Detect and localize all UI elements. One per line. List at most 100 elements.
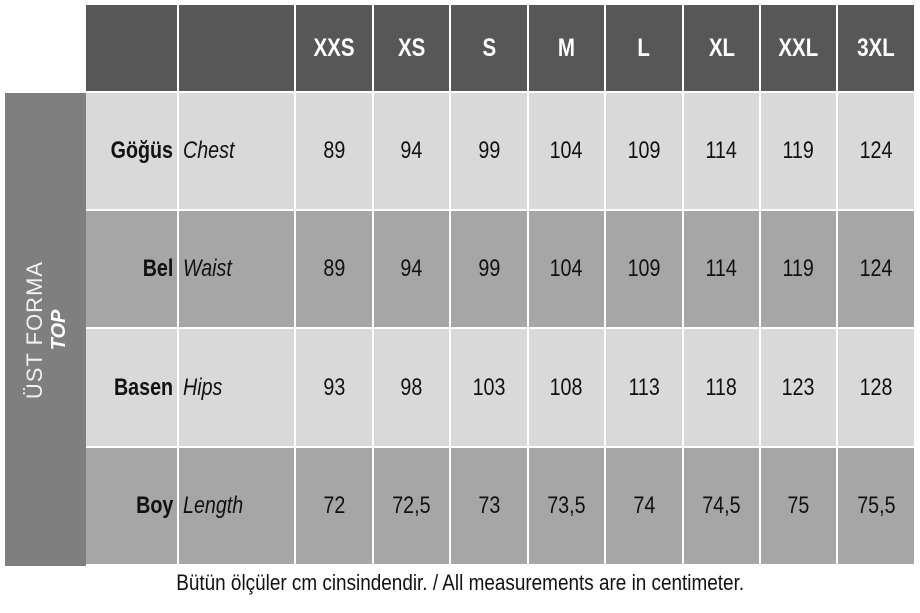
measurement-cell-text: 109 bbox=[627, 137, 661, 164]
row-label-en: Hips bbox=[179, 329, 294, 446]
size-header-s-text: S bbox=[482, 33, 496, 62]
measurement-cell: 124 bbox=[838, 93, 914, 209]
size-header-3xl-text: 3XL bbox=[857, 33, 895, 62]
measurement-cell-text: 103 bbox=[472, 373, 506, 401]
measurement-cell: 119 bbox=[761, 211, 836, 327]
measurement-cell: 114 bbox=[684, 93, 759, 209]
measurement-cell-text: 73,5 bbox=[547, 492, 586, 519]
measurement-cell: 73 bbox=[451, 448, 527, 564]
measurement-cell-text: 89 bbox=[323, 137, 345, 164]
measurement-cell: 94 bbox=[374, 211, 449, 327]
measurement-cell-text: 72,5 bbox=[392, 492, 431, 519]
measurement-cell-text: 109 bbox=[627, 255, 661, 282]
measurement-cell: 128 bbox=[838, 329, 914, 446]
measurement-cell: 72 bbox=[296, 448, 372, 564]
size-header-xxs-text: XXS bbox=[313, 33, 355, 62]
row-label-tr-text: Basen bbox=[113, 373, 173, 401]
measurement-cell: 109 bbox=[606, 211, 682, 327]
measurement-cell-text: 104 bbox=[550, 255, 583, 282]
measurement-cell-text: 114 bbox=[705, 255, 738, 282]
size-header-3xl: 3XL bbox=[838, 5, 914, 91]
measurement-cell-text: 94 bbox=[400, 137, 423, 164]
measurement-cell-text: 108 bbox=[550, 373, 583, 401]
size-header-xs: XS bbox=[374, 5, 449, 91]
measurement-cell: 119 bbox=[761, 93, 836, 209]
size-header-xxs: XXS bbox=[296, 5, 372, 91]
measurement-cell-text: 89 bbox=[323, 255, 345, 282]
size-header-xs-text: XS bbox=[397, 33, 426, 62]
row-label-tr: Basen bbox=[86, 329, 177, 446]
section-label: ÜST FORMA TOP bbox=[5, 93, 86, 566]
row-label-en-text: Hips bbox=[183, 373, 223, 401]
measurement-cell-text: 114 bbox=[705, 137, 738, 164]
measurement-cell-text: 75,5 bbox=[856, 492, 896, 519]
section-label-tr: ÜST FORMA bbox=[21, 260, 47, 399]
size-header-m-text: M bbox=[557, 33, 576, 62]
measurement-cell: 98 bbox=[374, 329, 449, 446]
measurement-cell: 108 bbox=[529, 329, 604, 446]
measurement-cell: 99 bbox=[451, 211, 527, 327]
measurement-cell-text: 94 bbox=[400, 255, 423, 282]
measurement-cell: 99 bbox=[451, 93, 527, 209]
measurement-cell: 75,5 bbox=[838, 448, 914, 564]
measurement-cell-text: 72 bbox=[323, 492, 345, 519]
measurement-cell: 74 bbox=[606, 448, 682, 564]
measurement-cell: 72,5 bbox=[374, 448, 449, 564]
measurement-cell: 104 bbox=[529, 211, 604, 327]
measurement-cell: 123 bbox=[761, 329, 836, 446]
measurement-cell-text: 124 bbox=[859, 137, 893, 164]
header-blank-cell bbox=[86, 5, 177, 91]
measurement-cell-text: 113 bbox=[628, 373, 660, 401]
measurement-cell: 74,5 bbox=[684, 448, 759, 564]
measurement-cell-text: 73 bbox=[478, 492, 500, 519]
measurement-cell-text: 74,5 bbox=[702, 492, 741, 519]
size-header-l: L bbox=[606, 5, 682, 91]
measurement-cell-text: 75 bbox=[787, 492, 810, 519]
row-label-tr-text: Boy bbox=[135, 492, 173, 519]
row-label-en-text: Chest bbox=[183, 137, 235, 164]
section-label-en: TOP bbox=[47, 309, 70, 350]
measurement-cell-text: 124 bbox=[859, 255, 893, 282]
measurement-cell-text: 74 bbox=[633, 492, 655, 519]
size-header-s: S bbox=[451, 5, 527, 91]
measurement-cell-text: 118 bbox=[705, 373, 738, 401]
measurement-cell: 103 bbox=[451, 329, 527, 446]
row-label-en-text: Waist bbox=[183, 255, 232, 282]
measurement-cell: 118 bbox=[684, 329, 759, 446]
measurement-cell: 89 bbox=[296, 93, 372, 209]
measurement-cell: 114 bbox=[684, 211, 759, 327]
footer-note: Bütün ölçüler cm cinsindendir. / All mea… bbox=[176, 570, 744, 595]
row-label-en: Length bbox=[179, 448, 294, 564]
size-header-xxl: XXL bbox=[761, 5, 836, 91]
measurement-cell: 73,5 bbox=[529, 448, 604, 564]
measurement-cell-text: 119 bbox=[782, 255, 815, 282]
measurement-cell: 104 bbox=[529, 93, 604, 209]
measurement-cell: 89 bbox=[296, 211, 372, 327]
row-label-tr-text: Göğüs bbox=[110, 137, 173, 164]
row-label-en: Waist bbox=[179, 211, 294, 327]
row-label-tr: Boy bbox=[86, 448, 177, 564]
row-label-en-text: Length bbox=[183, 492, 244, 519]
measurement-cell: 109 bbox=[606, 93, 682, 209]
measurement-cell-text: 123 bbox=[782, 373, 815, 401]
measurement-cell: 124 bbox=[838, 211, 914, 327]
size-header-l-text: L bbox=[637, 33, 651, 62]
measurement-cell-text: 98 bbox=[400, 373, 423, 401]
size-header-xxl-text: XXL bbox=[778, 33, 819, 62]
header-blank-cell bbox=[179, 5, 294, 91]
measurement-cell: 93 bbox=[296, 329, 372, 446]
measurement-cell-text: 104 bbox=[550, 137, 583, 164]
measurement-cell-text: 128 bbox=[859, 373, 893, 401]
row-label-tr: Göğüs bbox=[86, 93, 177, 209]
measurement-cell-text: 99 bbox=[478, 255, 500, 282]
size-header-xl-text: XL bbox=[708, 33, 735, 62]
measurement-cell-text: 99 bbox=[478, 137, 500, 164]
row-label-tr-text: Bel bbox=[142, 255, 173, 282]
row-label-en: Chest bbox=[179, 93, 294, 209]
row-label-tr: Bel bbox=[86, 211, 177, 327]
size-header-xl: XL bbox=[684, 5, 759, 91]
measurement-cell: 75 bbox=[761, 448, 836, 564]
size-header-m: M bbox=[529, 5, 604, 91]
measurement-cell: 94 bbox=[374, 93, 449, 209]
measurement-cell-text: 93 bbox=[323, 373, 345, 401]
